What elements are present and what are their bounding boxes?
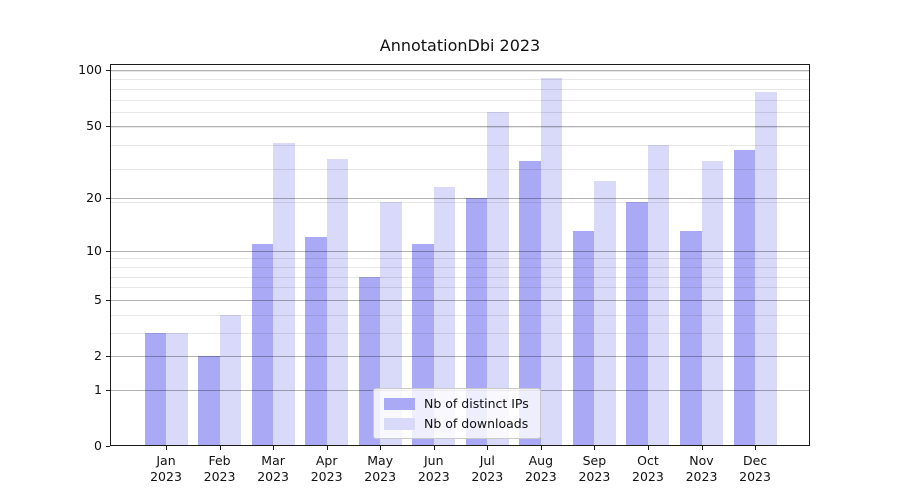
legend: Nb of distinct IPs Nb of downloads xyxy=(373,388,541,439)
bar-downloads-nov xyxy=(701,161,723,446)
legend-label-downloads: Nb of downloads xyxy=(424,416,529,431)
legend-item-downloads: Nb of downloads xyxy=(384,416,529,431)
major-gridline xyxy=(111,125,809,127)
chart-title: AnnotationDbi 2023 xyxy=(379,36,541,55)
bar-distinct-ips-nov xyxy=(680,230,702,446)
major-gridline xyxy=(111,300,809,302)
bar-downloads-apr xyxy=(326,158,349,446)
y-tick-label: 20 xyxy=(86,189,102,205)
x-tick-mark xyxy=(380,446,382,450)
y-tick-mark xyxy=(106,389,110,391)
x-tick-mark xyxy=(701,446,703,450)
bar-distinct-ips-mar xyxy=(251,243,274,446)
minor-gridline xyxy=(111,112,809,114)
x-tick-mark xyxy=(166,446,167,450)
x-tick-label: Apr 2023 xyxy=(310,453,343,484)
bar-distinct-ips-jan xyxy=(144,333,166,446)
bar-distinct-ips-feb xyxy=(198,356,220,446)
x-tick-label: Mar 2023 xyxy=(257,453,289,484)
bar-downloads-oct xyxy=(647,145,670,446)
major-gridline xyxy=(111,69,809,71)
y-tick-label: 5 xyxy=(94,292,102,308)
bar-downloads-dec xyxy=(755,92,777,446)
legend-swatch-distinct-ips xyxy=(384,397,415,410)
bar-distinct-ips-sep xyxy=(572,230,595,446)
bar-downloads-feb xyxy=(219,314,242,446)
y-tick-mark xyxy=(106,356,110,358)
minor-gridline xyxy=(111,145,809,147)
bar-downloads-mar xyxy=(273,143,295,446)
y-tick-mark xyxy=(106,197,110,199)
legend-item-distinct-ips: Nb of distinct IPs xyxy=(384,396,529,411)
bar-downloads-may xyxy=(380,201,402,446)
bar-downloads-aug xyxy=(540,78,563,446)
legend-label-distinct-ips: Nb of distinct IPs xyxy=(424,396,529,411)
legend-swatch-downloads xyxy=(384,417,415,430)
x-tick-mark xyxy=(219,446,221,450)
minor-gridline xyxy=(111,168,809,170)
y-tick-label: 100 xyxy=(78,61,102,77)
bar-distinct-ips-apr xyxy=(305,237,327,446)
minor-gridline xyxy=(111,70,809,72)
bar-downloads-jun xyxy=(433,187,456,446)
x-tick-mark xyxy=(594,446,596,450)
y-tick-mark xyxy=(106,125,110,127)
minor-gridline xyxy=(111,201,809,203)
x-tick-mark xyxy=(273,446,275,450)
major-gridline xyxy=(111,197,809,199)
y-tick-label: 0 xyxy=(94,438,102,453)
minor-gridline xyxy=(111,314,809,316)
x-tick-label: Feb 2023 xyxy=(203,453,236,484)
x-tick-mark xyxy=(326,446,328,450)
y-tick-label: 2 xyxy=(94,348,102,364)
x-tick-label: Dec 2023 xyxy=(739,453,771,484)
x-tick-mark xyxy=(540,446,542,450)
minor-gridline xyxy=(111,79,809,81)
minor-gridline xyxy=(111,258,809,260)
x-tick-label: Jan 2023 xyxy=(150,453,182,484)
x-tick-label: Jul 2023 xyxy=(471,453,504,484)
y-tick-mark xyxy=(106,69,110,71)
x-tick-mark xyxy=(433,446,435,450)
x-tick-mark xyxy=(487,446,489,450)
bar-distinct-ips-dec xyxy=(733,149,756,446)
y-tick-mark xyxy=(106,300,110,302)
y-tick-label: 1 xyxy=(94,381,102,397)
major-gridline xyxy=(111,250,809,252)
minor-gridline xyxy=(111,287,809,289)
y-tick-label: 50 xyxy=(86,117,102,133)
y-tick-label: 10 xyxy=(86,242,102,258)
minor-gridline xyxy=(111,333,809,335)
bar-distinct-ips-oct xyxy=(626,201,648,446)
y-tick-mark xyxy=(106,446,110,447)
bar-distinct-ips-aug xyxy=(519,161,541,446)
bar-downloads-jan xyxy=(166,333,188,446)
bar-downloads-sep xyxy=(594,180,616,446)
minor-gridline xyxy=(111,127,809,129)
bar-distinct-ips-jul xyxy=(465,197,488,446)
minor-gridline xyxy=(111,276,809,278)
x-tick-label: Nov 2023 xyxy=(685,453,718,484)
major-gridline xyxy=(111,356,809,358)
x-tick-mark xyxy=(755,446,757,450)
x-tick-label: May 2023 xyxy=(364,453,397,484)
minor-gridline xyxy=(111,99,809,101)
x-tick-mark xyxy=(647,446,649,450)
y-tick-mark xyxy=(106,250,110,252)
minor-gridline xyxy=(111,266,809,268)
x-tick-label: Sep 2023 xyxy=(578,453,611,484)
x-tick-label: Jun 2023 xyxy=(417,453,450,484)
x-tick-label: Oct 2023 xyxy=(632,453,664,484)
x-tick-label: Aug 2023 xyxy=(524,453,557,484)
minor-gridline xyxy=(111,88,809,90)
bar-downloads-jul xyxy=(487,112,509,446)
